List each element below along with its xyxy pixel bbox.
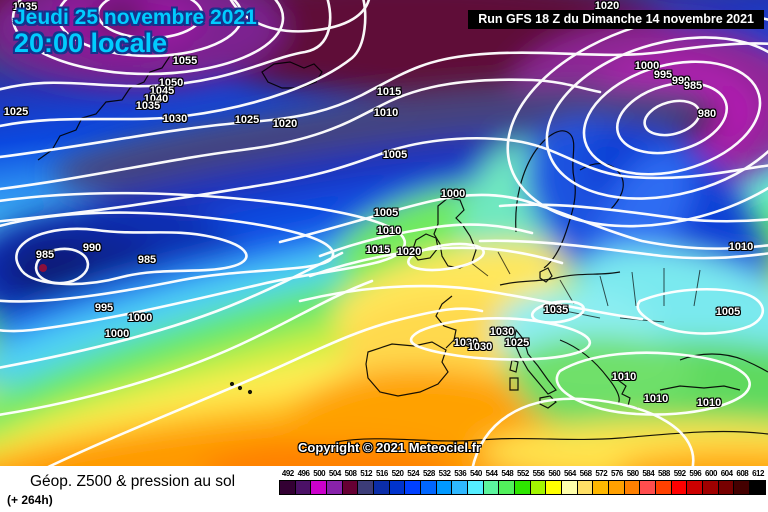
- legend-value: 572: [595, 469, 608, 478]
- legend-value: 564: [564, 469, 576, 478]
- map-graphic: [0, 0, 768, 466]
- legend-swatch: [357, 480, 375, 495]
- forecast-time: 20:00 locale: [14, 28, 168, 59]
- legend-swatch: [561, 480, 578, 495]
- legend-swatch: [279, 480, 296, 495]
- legend-swatch: [373, 480, 390, 495]
- chart-title: Géop. Z500 & pression au sol: [30, 473, 236, 490]
- legend-value: 536: [454, 469, 467, 478]
- legend-swatch: [420, 480, 437, 495]
- legend-value: 612: [752, 469, 764, 478]
- legend-value: 532: [438, 469, 451, 478]
- legend-swatch: [467, 480, 484, 495]
- legend-value: 544: [485, 469, 498, 478]
- legend-swatch: [514, 480, 531, 495]
- color-scale-values: 492 496 500 504 508 512 516 520 524 528 532 536 540 5…: [280, 469, 766, 478]
- legend-swatch: [686, 480, 704, 495]
- run-info-box: Run GFS 18 Z du Dimanche 14 novembre 202…: [468, 10, 764, 29]
- legend-value: 552: [516, 469, 529, 478]
- legend-value: 568: [579, 469, 592, 478]
- legend-value: 560: [548, 469, 561, 478]
- forecast-hour: (+ 264h): [7, 493, 53, 507]
- legend-swatch: [608, 480, 625, 495]
- legend-swatch: [482, 480, 500, 495]
- forecast-datetime: Jeudi 25 novembre 2021 20:00 locale: [14, 6, 257, 59]
- legend-swatch: [498, 480, 516, 495]
- legend-swatch: [655, 480, 672, 495]
- legend-value: 576: [611, 469, 623, 478]
- legend-swatch: [576, 480, 594, 495]
- legend-swatch: [733, 480, 751, 495]
- legend-value: 596: [689, 469, 702, 478]
- legend-value: 504: [328, 469, 341, 478]
- legend-value: 492: [281, 469, 294, 478]
- legend-swatch: [388, 480, 406, 495]
- legend-value: 556: [532, 469, 545, 478]
- legend-value: 508: [344, 469, 357, 478]
- legend-value: 512: [360, 469, 373, 478]
- low-center-dot: [39, 264, 47, 272]
- legend-swatch: [529, 480, 547, 495]
- legend-swatch: [623, 480, 641, 495]
- legend-value: 520: [391, 469, 404, 478]
- legend-value: 528: [422, 469, 435, 478]
- legend-swatch: [294, 480, 312, 495]
- legend-value: 548: [501, 469, 514, 478]
- legend-swatch: [310, 480, 328, 495]
- legend-swatch: [670, 480, 688, 495]
- legend-swatch: [341, 480, 359, 495]
- legend-value: 580: [626, 469, 639, 478]
- legend-bar: Géop. Z500 & pression au sol (+ 264h) 49…: [0, 466, 768, 512]
- legend-value: 588: [658, 469, 670, 478]
- legend-value: 500: [313, 469, 326, 478]
- legend-value: 604: [720, 469, 733, 478]
- geopotential-blobs: [0, 0, 768, 466]
- legend-swatch: [326, 480, 343, 495]
- legend-value: 600: [705, 469, 717, 478]
- legend-swatch: [404, 480, 422, 495]
- legend-value: 524: [407, 469, 420, 478]
- color-scale-swatches: [279, 480, 766, 495]
- copyright-text: Copyright © 2021 Meteociel.fr: [298, 440, 481, 455]
- isobar-contours: [0, 0, 768, 466]
- legend-value: 592: [673, 469, 686, 478]
- legend-swatch: [702, 480, 719, 495]
- color-scale: 492 496 500 504 508 512 516 520 524 528 532 536 540 5…: [279, 469, 766, 495]
- legend-swatch: [639, 480, 657, 495]
- legend-swatch: [545, 480, 563, 495]
- legend-value: 540: [469, 469, 482, 478]
- legend-swatch: [717, 480, 735, 495]
- legend-value: 496: [297, 469, 310, 478]
- legend-swatch: [592, 480, 610, 495]
- legend-value: 516: [375, 469, 388, 478]
- coastlines: [37, 55, 768, 443]
- forecast-date: Jeudi 25 novembre 2021: [14, 6, 257, 29]
- legend-swatch: [451, 480, 469, 495]
- legend-value: 584: [642, 469, 655, 478]
- map-area: 1035 1055 1020 1050 1045 1040 1035 1030 1025 1025…: [0, 0, 768, 466]
- legend-swatch: [435, 480, 453, 495]
- legend-swatch: [749, 480, 766, 495]
- legend-value: 608: [736, 469, 749, 478]
